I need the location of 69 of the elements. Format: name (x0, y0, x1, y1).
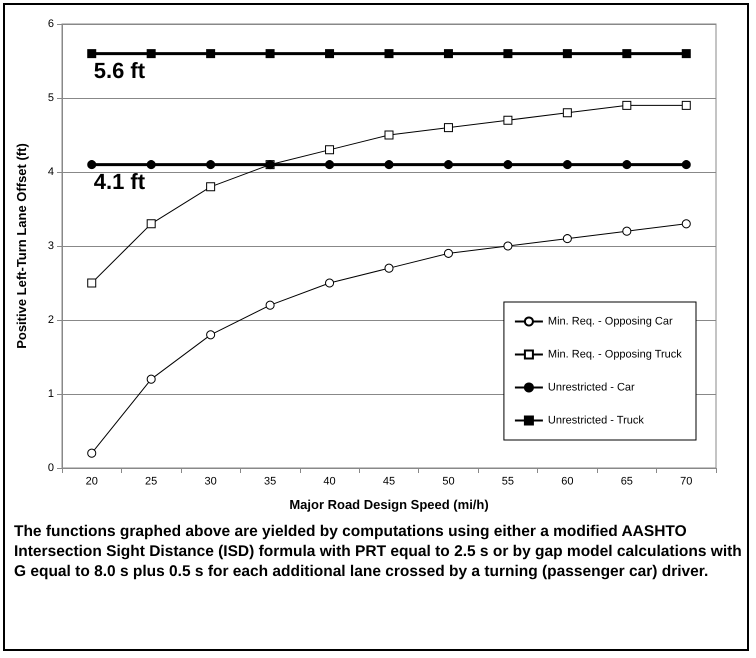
point (682, 100, 691, 110)
annotation: 5.6 ft (94, 58, 146, 84)
point (444, 248, 453, 258)
point (206, 160, 216, 170)
x-tick-label: 30 (204, 476, 217, 488)
point (87, 278, 96, 288)
point (266, 49, 275, 58)
y-tick-label: 2 (48, 314, 54, 326)
point (503, 242, 512, 250)
point (325, 145, 334, 154)
x-tick-label: 60 (561, 476, 574, 488)
point (682, 219, 691, 228)
point (622, 49, 632, 58)
annotation: 4.1 ft (94, 169, 146, 194)
point (87, 49, 96, 58)
point (87, 448, 96, 458)
point (87, 160, 96, 170)
point (206, 49, 216, 58)
x-tick-label: 40 (323, 476, 336, 488)
y-tick-label: 3 (48, 240, 54, 252)
point (444, 160, 453, 170)
point (503, 160, 512, 170)
point (146, 374, 156, 384)
point (206, 330, 216, 340)
x-tick-label: 25 (145, 476, 158, 488)
x-tick-label: 55 (502, 476, 514, 488)
legend-label: Min. Req. - Opposing Car (548, 316, 673, 328)
y-tick-label: 6 (48, 18, 54, 30)
point (503, 116, 512, 125)
point (622, 100, 632, 110)
x-tick-label: 65 (620, 476, 633, 488)
point (206, 182, 216, 192)
x-tick-label: 35 (264, 476, 276, 488)
point (622, 160, 632, 170)
point (682, 49, 691, 58)
point (562, 160, 572, 170)
point (146, 49, 156, 58)
point (146, 160, 156, 170)
point (325, 160, 334, 170)
point (325, 278, 334, 288)
text: The functions graphed above are yielded by computations using either a modified AASHTO Intersection Sight Distance (ISD) formula with PRT equal to 2.5 s or by gap model calculations with G equal to 8.0 s plus 0.5 s for each additional lane crossed by a turning (passenger car) driver. (14, 522, 743, 582)
point (562, 49, 572, 58)
y-tick-label: 0 (48, 462, 54, 474)
legend-label: Unrestricted - Car (548, 382, 636, 394)
point (384, 49, 394, 58)
x-tick-label: 45 (382, 476, 396, 488)
x-axis-title: Major Road Design Speed (mi/h) (289, 497, 489, 512)
y-axis-title: Positive Left-Turn Lane Offset (ft) (14, 143, 29, 349)
y-tick-label: 1 (48, 388, 54, 400)
x-tick-label: 50 (442, 476, 455, 488)
x-tick-label: 20 (86, 476, 98, 488)
point (682, 160, 691, 170)
y-tick-label: 4 (48, 166, 54, 178)
x-tick-label: 70 (680, 476, 692, 488)
point (266, 300, 275, 310)
y-tick-label: 5 (48, 92, 54, 104)
point (444, 49, 453, 58)
point (562, 108, 572, 118)
point (562, 234, 572, 244)
point (384, 130, 394, 140)
point (622, 226, 632, 236)
point (503, 49, 512, 58)
point (384, 160, 394, 170)
point (444, 123, 453, 132)
point (146, 219, 156, 228)
point (325, 49, 334, 58)
point (384, 264, 394, 273)
legend-label: Min. Req. - Opposing Truck (548, 348, 682, 360)
legend-label: Unrestricted - Truck (548, 414, 644, 426)
